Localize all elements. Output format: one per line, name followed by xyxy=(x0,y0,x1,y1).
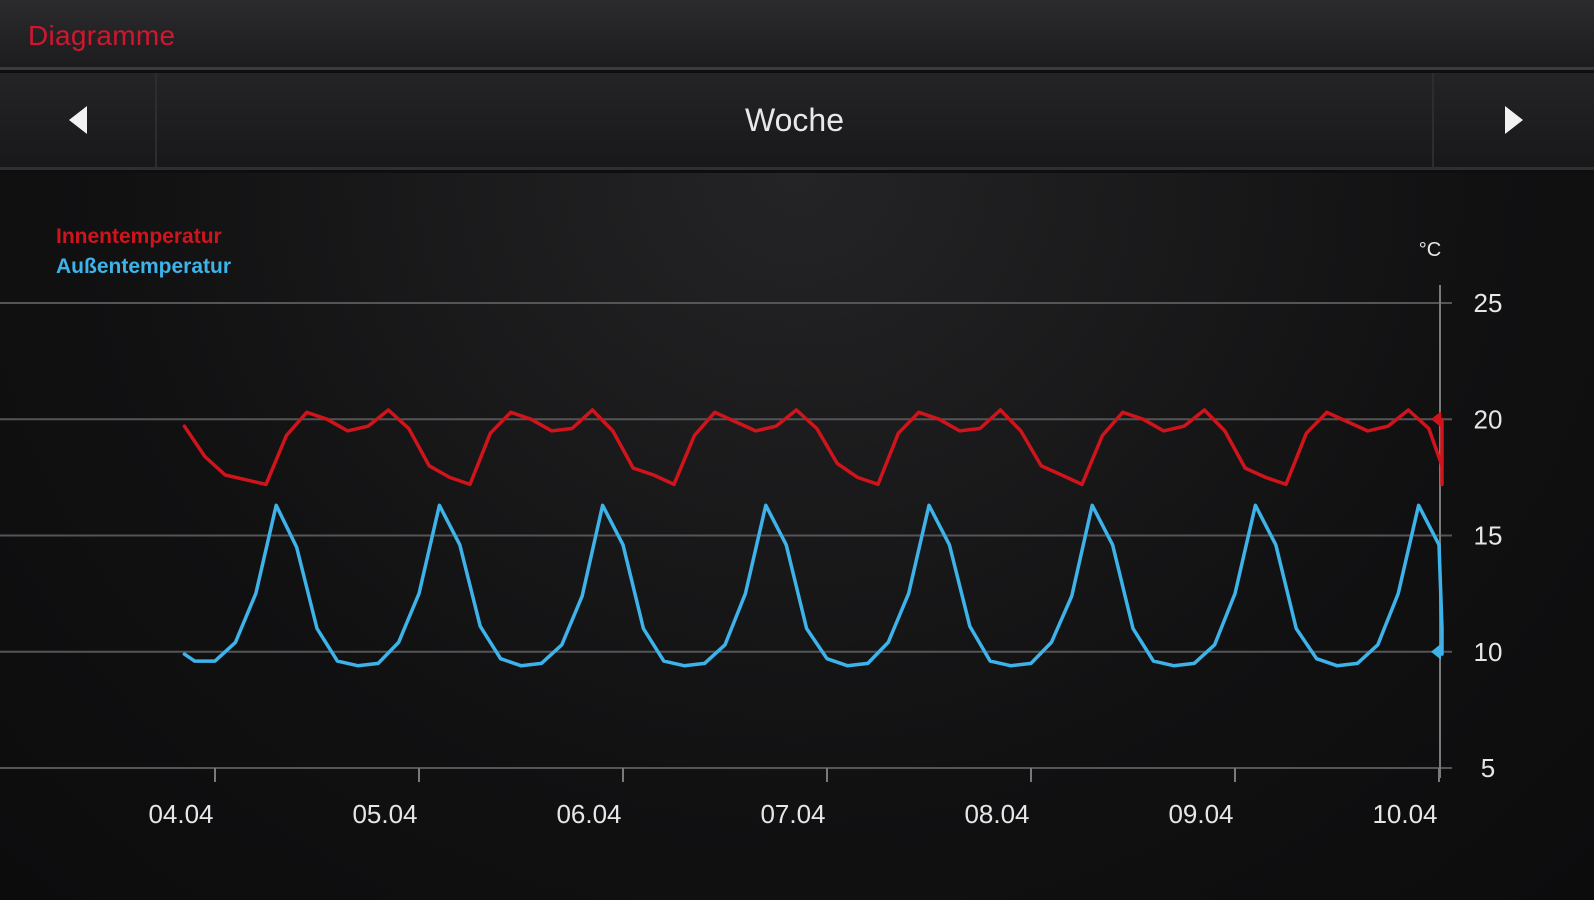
chevron-right-icon xyxy=(1505,106,1523,134)
x-tick-label: 07.04 xyxy=(760,799,825,829)
x-tick-label: 10.04 xyxy=(1372,799,1437,829)
x-tick-label: 04.04 xyxy=(148,799,213,829)
x-tick-label: 05.04 xyxy=(352,799,417,829)
period-label[interactable]: Woche xyxy=(744,101,844,138)
y-axis-unit-label: °C xyxy=(1419,239,1441,261)
page-title: Diagramme xyxy=(28,20,176,51)
temperature-chart: 5 10 15 20 25 04.04 05.04 06.04 07.04 08.04 09.04… xyxy=(0,225,1503,829)
period-navigation: Woche xyxy=(0,73,1594,170)
y-tick-label: 15 xyxy=(1474,521,1503,551)
title-bar: Diagramme xyxy=(0,0,1594,70)
series-lines xyxy=(182,408,1444,668)
y-tick-label: 5 xyxy=(1481,753,1495,783)
series-end-marker xyxy=(1431,643,1441,660)
x-tick-label: 09.04 xyxy=(1168,799,1233,829)
legend-entry-innentemperatur: Innentemperatur xyxy=(56,225,222,248)
y-axis: 5 10 15 20 25 xyxy=(1439,285,1503,783)
chevron-left-icon xyxy=(68,106,87,134)
previous-period-button[interactable] xyxy=(0,73,157,167)
chart-area: 5 10 15 20 25 04.04 05.04 06.04 07.04 08.04 09.04… xyxy=(0,173,1594,900)
series-line-innentemperatur xyxy=(182,408,1444,487)
y-tick-label: 10 xyxy=(1474,637,1503,667)
y-tick-label: 20 xyxy=(1474,404,1503,434)
series-line-aussentemperatur xyxy=(182,503,1444,668)
x-tick-label: 06.04 xyxy=(556,799,621,829)
legend: Innentemperatur Außentemperatur xyxy=(56,225,231,278)
grid-lines xyxy=(0,302,1452,769)
next-period-button[interactable] xyxy=(1432,73,1594,167)
y-tick-label: 25 xyxy=(1474,288,1503,318)
x-axis: 04.04 05.04 06.04 07.04 08.04 09.04 10.04 xyxy=(148,768,1440,829)
x-tick-label: 08.04 xyxy=(964,799,1029,829)
series-end-marker xyxy=(1431,411,1441,428)
legend-entry-aussentemperatur: Außentemperatur xyxy=(56,255,231,278)
